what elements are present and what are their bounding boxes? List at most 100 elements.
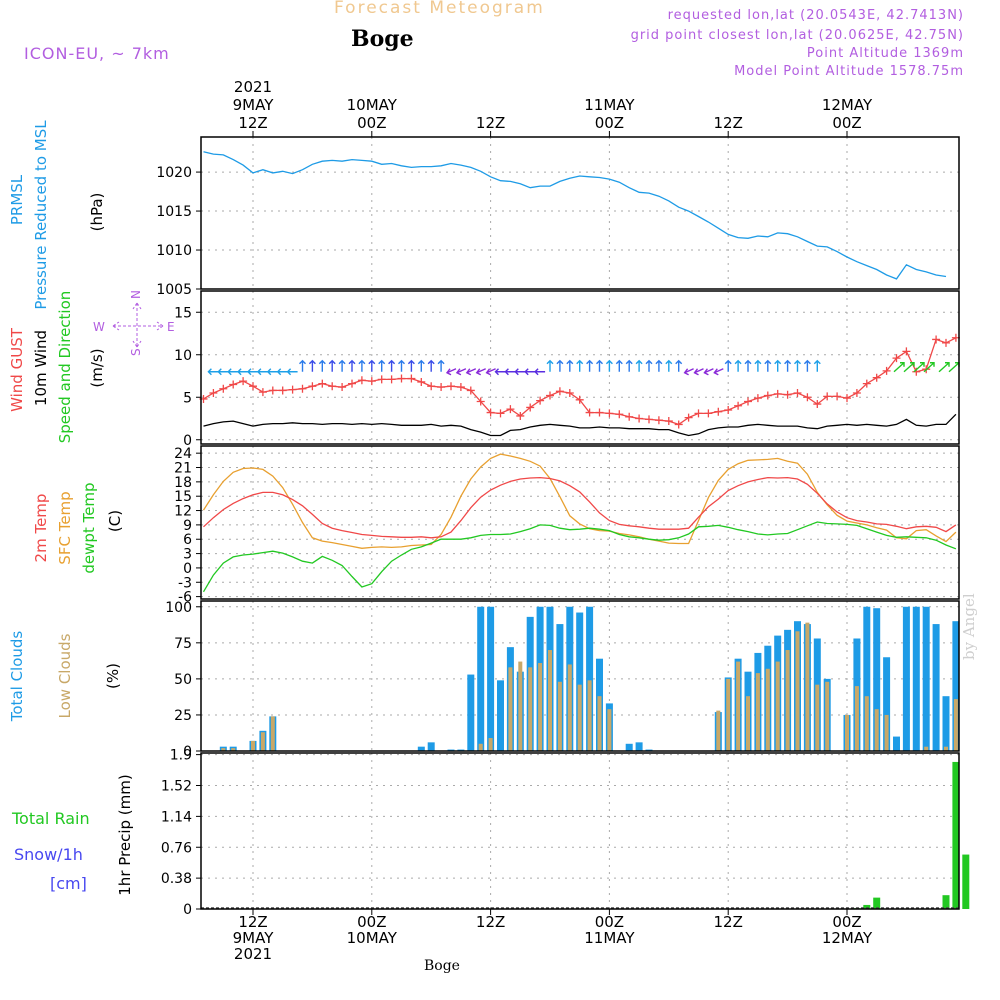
rain-bar (952, 761, 960, 909)
wind-ytick-label: 5 (183, 390, 192, 406)
gust-marker (219, 384, 228, 393)
temp-ytick-label: 3 (183, 547, 192, 563)
wind-panel-frame (200, 290, 960, 445)
compass-east-label: E (167, 320, 175, 334)
temp-ytick-label: 24 (174, 446, 192, 462)
gust-marker (239, 377, 248, 386)
gust-marker (456, 383, 465, 392)
pressure-label-short: PRMSL (8, 174, 26, 225)
gust-marker (278, 386, 287, 395)
wind-direction-arrow (445, 368, 457, 376)
gust-marker (763, 391, 772, 400)
total-clouds-bar (635, 742, 643, 751)
low-clouds-bar (805, 622, 810, 751)
wind-direction-arrow (655, 359, 663, 372)
low-clouds-bar (528, 667, 533, 751)
gust-marker (447, 382, 455, 391)
wind-direction-arrow (299, 359, 306, 372)
wind-direction-arrow (566, 359, 574, 372)
low-clouds-bar (587, 680, 592, 751)
wind-direction-arrow (774, 359, 782, 372)
precip-ytick-label: 0.38 (161, 871, 192, 887)
wind-direction-arrow (207, 368, 219, 376)
sfc-temp-label: SFC Temp (56, 491, 74, 564)
gust-marker (407, 374, 416, 383)
precip-ytick-label: 0.76 (161, 840, 192, 856)
clouds-panel-frame (200, 600, 960, 752)
wind-unit-label: (m/s) (88, 348, 106, 387)
total-clouds-bar (427, 742, 435, 751)
low-clouds-bar (795, 631, 800, 751)
pressure-ytick-label: 1005 (156, 282, 192, 298)
low-clouds-bar (518, 661, 523, 751)
low-clouds-bar (755, 673, 760, 751)
wind-direction-arrow (286, 368, 298, 376)
wind-direction-arrow (378, 359, 386, 372)
top-time-label: 00Z (832, 114, 861, 132)
gust-marker (506, 405, 515, 414)
gust-marker (397, 374, 406, 383)
total-clouds-bar (467, 674, 475, 751)
top-time-label: 00Z (357, 114, 386, 132)
gust-marker (674, 420, 683, 429)
total-clouds-bar (477, 606, 485, 751)
low-clouds-bar (508, 667, 513, 751)
gust-marker (417, 377, 426, 386)
wind-series-line (203, 413, 957, 437)
temp-ytick-label: -3 (178, 575, 192, 591)
wind-direction-arrow (338, 359, 346, 372)
bottom-time-label: 12MAY (822, 929, 873, 947)
wind-direction-arrow (693, 368, 704, 376)
low-clouds-bar (765, 668, 770, 751)
temp2m-line (203, 476, 957, 539)
wind-direction-arrow (703, 368, 714, 376)
wind-direction-arrow (217, 368, 229, 376)
gust-marker (486, 408, 495, 417)
gust-marker (546, 391, 554, 400)
top-time-label: 12MAY (822, 96, 873, 114)
wind-direction-arrow (923, 362, 935, 373)
wind-direction-arrow (625, 359, 633, 372)
gust-marker (437, 383, 446, 392)
gust-marker (258, 388, 267, 397)
low-clouds-bar (557, 681, 562, 751)
gust-marker (585, 408, 594, 417)
gust-marker (555, 387, 564, 396)
low-clouds-bar (815, 684, 820, 751)
bottom-time-label: 00Z (832, 913, 861, 931)
compass-rose-icon (112, 302, 164, 348)
wind-direction-arrow (494, 368, 506, 376)
wind-direction-arrow (893, 362, 905, 373)
sfc-temp-line (202, 453, 957, 549)
snow-label: Snow/1h (14, 845, 83, 864)
gust-marker (645, 415, 653, 424)
total-clouds-bar (576, 612, 584, 751)
temp-ytick-label: 9 (183, 518, 192, 534)
low-clouds-bar (577, 684, 582, 751)
bottom-time-label: 12Z (238, 913, 267, 931)
low-clouds-bar (953, 699, 958, 751)
low-clouds-bar (736, 661, 741, 751)
gust-marker (229, 380, 238, 389)
wind-direction-arrow (266, 368, 278, 376)
wind-ytick-label: 0 (183, 433, 192, 449)
dewpt-line (202, 521, 957, 593)
total-clouds-bar (883, 657, 891, 751)
gust-marker (476, 397, 485, 406)
wind-direction-arrow (475, 368, 486, 376)
low-clouds-bar (845, 714, 849, 751)
wind-direction-arrow (754, 359, 762, 372)
wind-direction-arrow (764, 359, 772, 372)
data-layer (199, 151, 970, 909)
gust-marker (902, 347, 911, 356)
low-clouds-bar (478, 743, 483, 751)
precip-ytick-label: 1.9 (170, 748, 192, 764)
low-clouds-bar (864, 696, 869, 751)
wind-ytick-label: 10 (174, 348, 192, 364)
top-time-label: 12Z (238, 114, 267, 132)
gust-marker (496, 409, 505, 418)
gust-marker (882, 366, 891, 375)
wind-direction-arrow (605, 359, 613, 372)
total-clouds-bar (417, 746, 425, 751)
gust-marker (357, 376, 366, 385)
